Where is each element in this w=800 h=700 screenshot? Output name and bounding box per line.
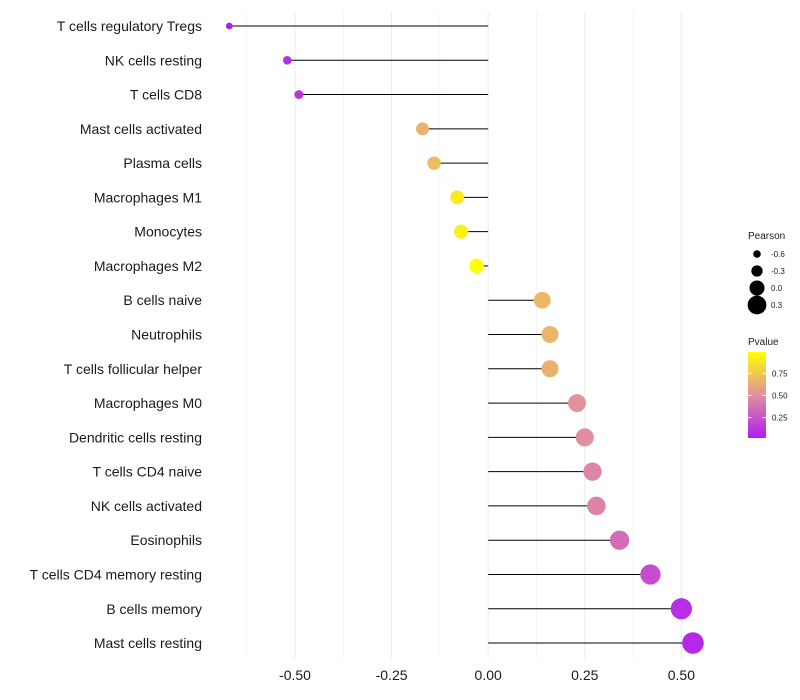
category-label: B cells naive bbox=[123, 292, 202, 308]
category-label: Mast cells resting bbox=[94, 635, 202, 651]
category-label: T cells CD4 naive bbox=[93, 464, 203, 480]
category-label: Macrophages M2 bbox=[94, 258, 202, 274]
category-label: T cells regulatory Tregs bbox=[57, 18, 202, 34]
category-label: Monocytes bbox=[134, 224, 202, 240]
x-tick-label: -0.50 bbox=[279, 667, 311, 683]
legend-size-label: 0.0 bbox=[771, 284, 783, 293]
point-t-cells-follicular-helper bbox=[541, 360, 559, 378]
point-eosinophils bbox=[609, 530, 630, 550]
category-label: NK cells activated bbox=[91, 498, 202, 514]
category-label: Plasma cells bbox=[123, 155, 202, 171]
legend-size-key bbox=[749, 280, 765, 296]
lollipop-points bbox=[225, 22, 704, 654]
legend-color-label: 0.75 bbox=[772, 369, 788, 378]
category-label: T cells CD8 bbox=[130, 87, 202, 103]
category-label: Macrophages M1 bbox=[94, 189, 202, 205]
legend-pearson: Pearson -0.6 -0.3 0.0 0.3 bbox=[747, 231, 785, 315]
legend-size-label: 0.3 bbox=[771, 301, 783, 310]
x-tick-label: -0.25 bbox=[376, 667, 408, 683]
category-label: T cells CD4 memory resting bbox=[30, 566, 202, 582]
grid-lines bbox=[246, 12, 682, 658]
point-nk-cells-activated bbox=[587, 496, 606, 516]
point-t-cells-cd8 bbox=[294, 90, 304, 100]
point-t-cells-cd4-naive bbox=[583, 462, 602, 481]
point-b-cells-memory bbox=[670, 598, 692, 620]
legend-size-label: -0.3 bbox=[771, 267, 785, 276]
legend-size-label: -0.6 bbox=[771, 250, 785, 259]
point-mast-cells-activated bbox=[416, 122, 429, 136]
category-labels: T cells regulatory Tregs NK cells resting… bbox=[30, 18, 203, 651]
legend-pvalue: Pvalue 0.75 0.50 0.25 bbox=[748, 337, 788, 438]
legend-size-key bbox=[753, 250, 761, 258]
lollipop-stems bbox=[229, 25, 693, 644]
category-label: Dendritic cells resting bbox=[69, 429, 202, 445]
point-plasma-cells bbox=[427, 156, 441, 170]
category-label: Eosinophils bbox=[130, 532, 202, 548]
point-dendritic-cells-resting bbox=[575, 428, 594, 447]
legend-size-key bbox=[751, 265, 763, 277]
category-label: Macrophages M0 bbox=[94, 395, 202, 411]
legend-size-key bbox=[747, 295, 767, 315]
point-monocytes bbox=[454, 224, 469, 239]
category-label: B cells memory bbox=[106, 601, 202, 617]
point-t-cells-regulatory-tregs bbox=[225, 22, 233, 30]
category-label: NK cells resting bbox=[105, 52, 202, 68]
legend-color-label: 0.50 bbox=[772, 391, 788, 400]
category-label: Neutrophils bbox=[131, 327, 202, 343]
point-macrophages-m1 bbox=[450, 190, 465, 205]
point-neutrophils bbox=[541, 326, 559, 344]
point-mast-cells-resting bbox=[682, 632, 704, 654]
x-axis-tick-labels: -0.50 -0.25 0.00 0.25 0.50 bbox=[279, 667, 695, 683]
legend-pvalue-title: Pvalue bbox=[748, 337, 779, 348]
legend-color-label: 0.25 bbox=[772, 414, 788, 423]
point-b-cells-naive bbox=[533, 291, 551, 309]
x-tick-label: 0.25 bbox=[571, 667, 598, 683]
x-tick-label: 0.50 bbox=[668, 667, 695, 683]
point-t-cells-cd4-memory-resting bbox=[640, 564, 661, 585]
point-nk-cells-resting bbox=[282, 55, 292, 65]
legend-pearson-title: Pearson bbox=[748, 231, 785, 242]
pvalue-colorbar bbox=[748, 352, 766, 438]
point-macrophages-m2 bbox=[469, 258, 484, 274]
point-macrophages-m0 bbox=[568, 394, 586, 413]
category-label: T cells follicular helper bbox=[64, 361, 203, 377]
x-tick-label: 0.00 bbox=[475, 667, 502, 683]
category-label: Mast cells activated bbox=[80, 121, 202, 137]
